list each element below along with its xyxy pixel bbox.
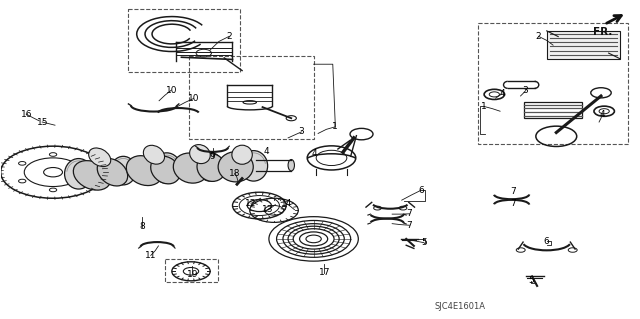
Text: 6: 6 — [418, 186, 424, 195]
Text: 3: 3 — [523, 86, 529, 95]
Text: 3: 3 — [299, 127, 305, 136]
Ellipse shape — [173, 153, 209, 183]
Text: 2: 2 — [227, 32, 232, 41]
Text: 7: 7 — [510, 187, 516, 196]
Text: 16: 16 — [20, 110, 32, 119]
Ellipse shape — [126, 156, 163, 186]
Ellipse shape — [197, 153, 226, 182]
Ellipse shape — [97, 159, 127, 186]
Text: 2: 2 — [536, 32, 541, 41]
Text: 17: 17 — [319, 268, 330, 278]
Ellipse shape — [88, 148, 111, 167]
Text: 14: 14 — [280, 199, 292, 208]
Ellipse shape — [218, 152, 253, 182]
Text: 19: 19 — [186, 270, 198, 279]
Ellipse shape — [232, 145, 252, 164]
Text: 4: 4 — [264, 147, 269, 156]
Text: 7: 7 — [510, 199, 516, 208]
Ellipse shape — [74, 161, 111, 190]
Ellipse shape — [150, 156, 180, 184]
Ellipse shape — [288, 160, 294, 171]
Text: 4: 4 — [600, 110, 605, 119]
Text: 15: 15 — [36, 117, 48, 127]
Text: 9: 9 — [210, 152, 216, 161]
Text: 1: 1 — [332, 122, 338, 131]
Text: 12: 12 — [245, 199, 257, 208]
Ellipse shape — [189, 145, 211, 164]
Text: 18: 18 — [229, 169, 241, 178]
Ellipse shape — [111, 156, 136, 185]
Ellipse shape — [143, 145, 164, 164]
Ellipse shape — [65, 159, 93, 189]
Text: 10: 10 — [166, 86, 177, 95]
Text: 8: 8 — [140, 222, 145, 231]
Text: 7: 7 — [406, 209, 412, 218]
Text: 4: 4 — [499, 89, 505, 98]
Bar — [524, 102, 582, 118]
Bar — [547, 31, 620, 59]
Text: 1: 1 — [481, 102, 487, 111]
Ellipse shape — [239, 151, 268, 181]
Text: 5: 5 — [528, 276, 534, 285]
Text: 11: 11 — [145, 251, 157, 260]
Text: 10: 10 — [188, 94, 199, 103]
Text: FR.: FR. — [593, 27, 612, 37]
Text: 7: 7 — [406, 221, 412, 230]
Ellipse shape — [153, 153, 180, 183]
Text: 5: 5 — [421, 238, 427, 247]
Text: 6: 6 — [544, 237, 550, 246]
Text: SJC4E1601A: SJC4E1601A — [435, 302, 486, 311]
Text: 4: 4 — [312, 149, 317, 158]
Text: 13: 13 — [262, 205, 273, 214]
Ellipse shape — [197, 152, 223, 181]
